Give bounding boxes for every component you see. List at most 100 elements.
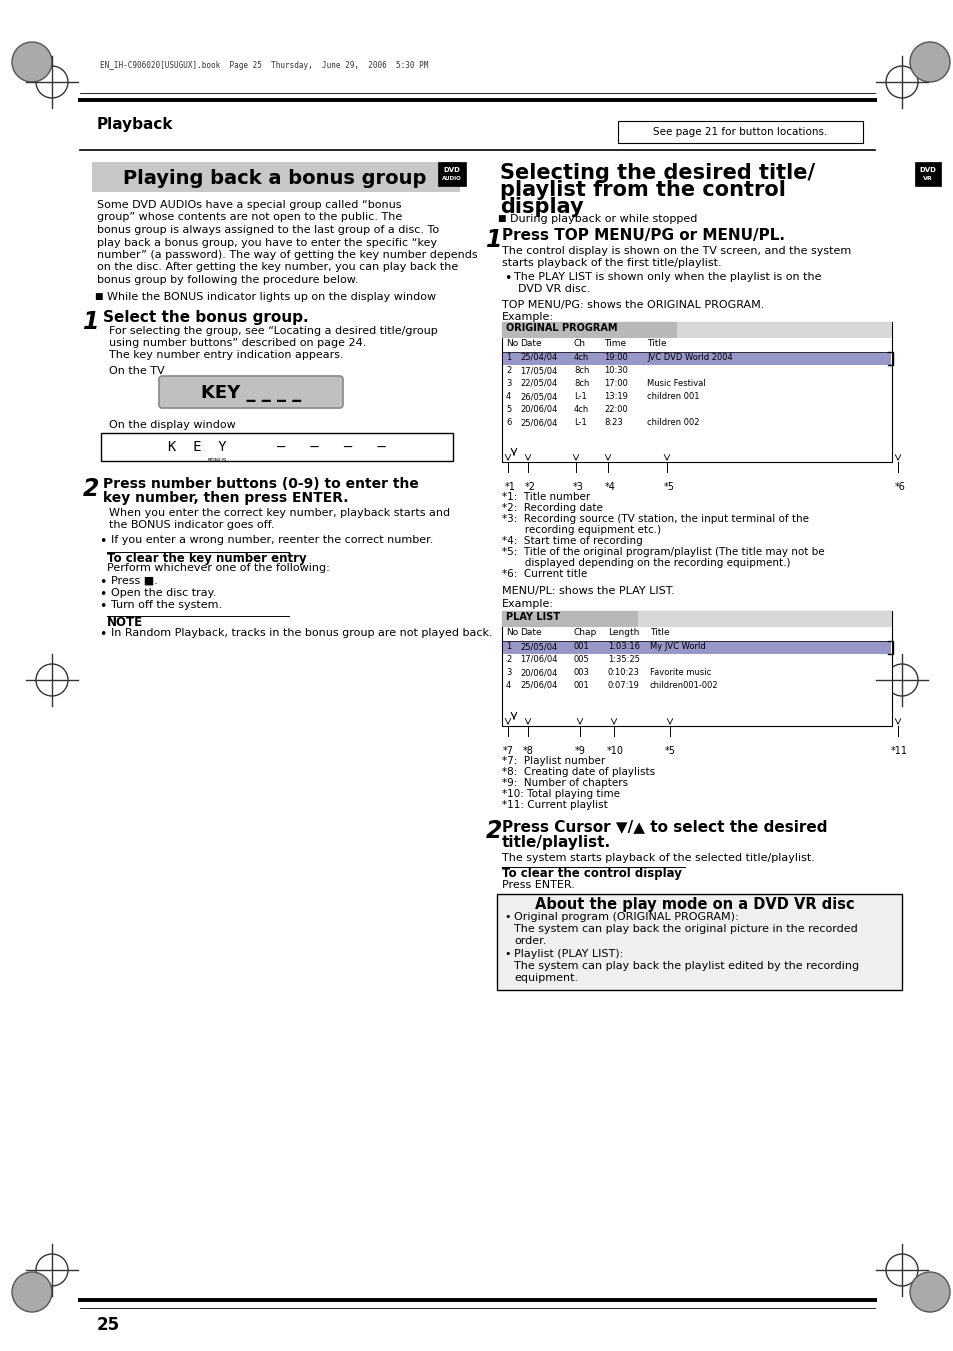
Text: play back a bonus group, you have to enter the specific “key: play back a bonus group, you have to ent… xyxy=(97,238,436,247)
Text: *1: *1 xyxy=(504,482,516,492)
Text: using number buttons” described on page 24.: using number buttons” described on page … xyxy=(109,338,366,349)
Text: •: • xyxy=(99,628,107,640)
Text: Music Festival: Music Festival xyxy=(646,380,705,388)
Bar xyxy=(677,322,891,338)
Text: *5: *5 xyxy=(663,482,675,492)
Text: •: • xyxy=(503,912,510,921)
Text: the BONUS indicator goes off.: the BONUS indicator goes off. xyxy=(109,520,274,530)
Text: 4ch: 4ch xyxy=(574,353,589,362)
Text: *5:  Title of the original program/playlist (The title may not be: *5: Title of the original program/playli… xyxy=(501,547,823,557)
Text: *7:  Playlist number: *7: Playlist number xyxy=(501,757,604,766)
Text: •: • xyxy=(503,272,511,285)
Text: 17/06/04: 17/06/04 xyxy=(519,655,557,663)
Text: Example:: Example: xyxy=(501,312,554,322)
Text: children001-002: children001-002 xyxy=(649,681,718,690)
Bar xyxy=(638,611,891,627)
Text: EN_IH-C906020[USUGUX].book  Page 25  Thursday,  June 29,  2006  5:30 PM: EN_IH-C906020[USUGUX].book Page 25 Thurs… xyxy=(100,61,428,69)
Circle shape xyxy=(909,42,949,82)
Text: 25/05/04: 25/05/04 xyxy=(519,642,557,651)
Text: 4: 4 xyxy=(505,392,511,401)
Circle shape xyxy=(909,1273,949,1312)
Text: *6: *6 xyxy=(894,482,905,492)
FancyBboxPatch shape xyxy=(91,162,459,192)
Text: L-1: L-1 xyxy=(574,417,586,427)
Text: 5: 5 xyxy=(505,405,511,413)
Text: Playlist (PLAY LIST):: Playlist (PLAY LIST): xyxy=(514,948,622,959)
Text: •: • xyxy=(99,588,107,601)
Text: Original program (ORIGINAL PROGRAM):: Original program (ORIGINAL PROGRAM): xyxy=(514,912,738,921)
Text: 3: 3 xyxy=(505,667,511,677)
Text: 8:23: 8:23 xyxy=(603,417,622,427)
Text: The key number entry indication appears.: The key number entry indication appears. xyxy=(109,350,343,359)
Text: •: • xyxy=(99,535,107,549)
Text: Favorite music: Favorite music xyxy=(649,667,711,677)
Text: Ch: Ch xyxy=(574,339,585,349)
Text: *4: *4 xyxy=(604,482,616,492)
Circle shape xyxy=(12,1273,52,1312)
Text: *7: *7 xyxy=(502,746,514,757)
Text: No: No xyxy=(505,628,517,638)
Text: TOP MENU/PG: shows the ORIGINAL PROGRAM.: TOP MENU/PG: shows the ORIGINAL PROGRAM. xyxy=(501,300,763,309)
Text: bonus group by following the procedure below.: bonus group by following the procedure b… xyxy=(97,276,358,285)
Text: *8: *8 xyxy=(522,746,534,757)
Circle shape xyxy=(12,42,52,82)
Text: ORIGINAL PROGRAM: ORIGINAL PROGRAM xyxy=(505,323,617,332)
Text: The PLAY LIST is shown only when the playlist is on the: The PLAY LIST is shown only when the pla… xyxy=(514,272,821,282)
Text: To clear the key number entry: To clear the key number entry xyxy=(107,553,306,565)
FancyBboxPatch shape xyxy=(101,434,453,461)
Text: 26/05/04: 26/05/04 xyxy=(519,392,557,401)
Text: The control display is shown on the TV screen, and the system: The control display is shown on the TV s… xyxy=(501,246,850,255)
Text: 25/06/04: 25/06/04 xyxy=(519,681,557,690)
Bar xyxy=(502,353,890,365)
Text: *5: *5 xyxy=(664,746,676,757)
Text: Press number buttons (0-9) to enter the: Press number buttons (0-9) to enter the xyxy=(103,477,418,490)
Text: 25: 25 xyxy=(97,1316,120,1333)
Text: 1: 1 xyxy=(83,309,99,334)
Text: •: • xyxy=(99,600,107,613)
Text: recording equipment etc.): recording equipment etc.) xyxy=(501,526,660,535)
Text: About the play mode on a DVD VR disc: About the play mode on a DVD VR disc xyxy=(535,897,854,912)
Text: Length: Length xyxy=(607,628,639,638)
Text: 0:10:23: 0:10:23 xyxy=(607,667,639,677)
Text: 25/06/04: 25/06/04 xyxy=(519,417,557,427)
Bar xyxy=(501,611,891,725)
Text: On the display window: On the display window xyxy=(109,420,235,430)
Text: *9:  Number of chapters: *9: Number of chapters xyxy=(501,778,627,788)
Text: Open the disc tray.: Open the disc tray. xyxy=(111,588,216,598)
Text: To clear the control display: To clear the control display xyxy=(501,867,681,880)
Text: 4ch: 4ch xyxy=(574,405,589,413)
Text: The system starts playback of the selected title/playlist.: The system starts playback of the select… xyxy=(501,852,814,863)
Text: 17:00: 17:00 xyxy=(603,380,627,388)
Text: displayed depending on the recording equipment.): displayed depending on the recording equ… xyxy=(501,558,790,567)
Text: 20/06/04: 20/06/04 xyxy=(519,667,557,677)
Text: Playing back a bonus group: Playing back a bonus group xyxy=(123,169,426,188)
Text: 22:00: 22:00 xyxy=(603,405,627,413)
Bar xyxy=(497,894,901,990)
Text: •: • xyxy=(503,948,510,959)
Text: Time: Time xyxy=(603,339,625,349)
Text: NOTE: NOTE xyxy=(107,616,143,630)
Text: 2: 2 xyxy=(83,477,99,501)
Text: 8ch: 8ch xyxy=(574,366,589,376)
Bar xyxy=(501,611,638,627)
Text: *3: *3 xyxy=(573,482,583,492)
Text: JVC DVD World 2004: JVC DVD World 2004 xyxy=(646,353,732,362)
Text: 13:19: 13:19 xyxy=(603,392,627,401)
Text: The system can play back the playlist edited by the recording: The system can play back the playlist ed… xyxy=(514,961,859,971)
Text: Select the bonus group.: Select the bonus group. xyxy=(103,309,309,326)
Text: *11: Current playlist: *11: Current playlist xyxy=(501,800,607,811)
Text: 1:03:16: 1:03:16 xyxy=(607,642,639,651)
Text: key number, then press ENTER.: key number, then press ENTER. xyxy=(103,490,348,505)
Text: 20/06/04: 20/06/04 xyxy=(519,405,557,413)
Text: Chap: Chap xyxy=(574,628,597,638)
Text: K  E  Y      —   —   —   —: K E Y — — — — xyxy=(168,440,385,454)
Text: 003: 003 xyxy=(574,667,589,677)
Text: Turn off the system.: Turn off the system. xyxy=(111,600,222,611)
Text: 19:00: 19:00 xyxy=(603,353,627,362)
FancyBboxPatch shape xyxy=(914,162,940,186)
Text: ■: ■ xyxy=(94,292,102,301)
FancyBboxPatch shape xyxy=(618,122,862,143)
Text: bonus group is always assigned to the last group of a disc. To: bonus group is always assigned to the la… xyxy=(97,226,438,235)
Text: In Random Playback, tracks in the bonus group are not played back.: In Random Playback, tracks in the bonus … xyxy=(111,628,492,638)
Text: 005: 005 xyxy=(574,655,589,663)
